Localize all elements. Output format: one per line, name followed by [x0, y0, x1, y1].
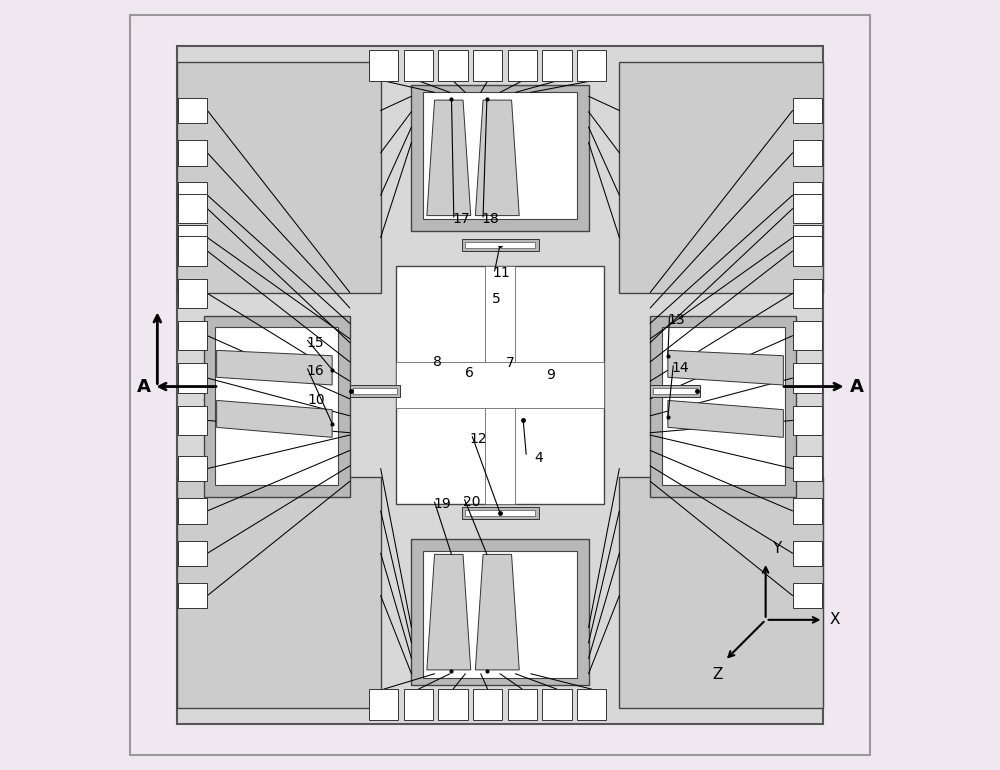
Text: 11: 11	[492, 266, 510, 280]
Polygon shape	[668, 400, 783, 437]
Text: 10: 10	[308, 393, 325, 407]
Bar	[438, 689, 468, 720]
Text: 20: 20	[463, 495, 481, 509]
Text: 4: 4	[535, 451, 543, 465]
Bar	[438, 50, 468, 81]
Bar	[465, 242, 535, 248]
Bar	[396, 266, 604, 504]
Bar	[178, 321, 207, 350]
Bar	[653, 388, 697, 394]
Bar	[793, 98, 822, 123]
Bar	[178, 279, 207, 308]
Bar	[793, 406, 822, 435]
Bar	[178, 406, 207, 435]
Bar	[178, 236, 207, 266]
Polygon shape	[475, 554, 519, 670]
Bar	[177, 46, 823, 724]
Bar	[404, 689, 433, 720]
Bar	[485, 266, 515, 504]
Bar	[793, 236, 822, 266]
Polygon shape	[427, 100, 471, 216]
Bar	[353, 388, 397, 394]
Bar	[369, 689, 398, 720]
Bar	[793, 583, 822, 608]
Bar	[473, 689, 502, 720]
Bar	[177, 477, 381, 708]
Bar	[423, 92, 577, 219]
Text: A: A	[137, 377, 151, 396]
Bar	[650, 316, 796, 497]
Bar	[462, 239, 538, 251]
Bar	[204, 316, 350, 497]
Bar	[793, 321, 822, 350]
Polygon shape	[217, 350, 332, 385]
Bar	[619, 477, 823, 708]
Bar	[396, 362, 604, 408]
Bar	[178, 541, 207, 566]
Bar	[793, 498, 822, 524]
Text: 14: 14	[672, 361, 689, 375]
Polygon shape	[217, 400, 332, 437]
Bar	[793, 541, 822, 566]
Bar	[619, 62, 823, 293]
Bar	[508, 50, 537, 81]
Bar	[508, 689, 537, 720]
Bar	[178, 498, 207, 524]
Bar	[462, 507, 538, 519]
Bar	[662, 327, 785, 485]
Bar	[369, 50, 398, 81]
Bar	[793, 140, 822, 166]
Polygon shape	[668, 350, 783, 385]
Bar	[178, 363, 207, 393]
Bar	[178, 194, 207, 223]
Text: Z: Z	[712, 667, 722, 682]
Bar	[577, 50, 606, 81]
Bar	[542, 689, 572, 720]
Bar	[178, 140, 207, 166]
Text: 19: 19	[433, 497, 451, 511]
Bar	[423, 551, 577, 678]
Polygon shape	[475, 100, 519, 216]
Text: 17: 17	[452, 213, 470, 226]
Bar	[411, 539, 589, 685]
Text: 18: 18	[482, 213, 499, 226]
Bar	[178, 225, 207, 250]
Bar	[793, 363, 822, 393]
Text: 9: 9	[546, 368, 555, 382]
Bar	[178, 456, 207, 481]
Bar	[793, 182, 822, 208]
Bar	[542, 50, 572, 81]
Text: 16: 16	[306, 364, 324, 378]
Text: A: A	[850, 377, 864, 396]
Bar	[177, 62, 381, 293]
Bar	[650, 385, 700, 397]
Bar	[473, 50, 502, 81]
Text: X: X	[830, 612, 840, 628]
Bar	[793, 225, 822, 250]
Text: 7: 7	[506, 357, 515, 370]
Bar	[793, 279, 822, 308]
Bar	[411, 85, 589, 231]
Bar	[469, 243, 531, 246]
Bar	[577, 689, 606, 720]
Bar	[178, 583, 207, 608]
Bar	[793, 194, 822, 223]
Bar	[178, 182, 207, 208]
Bar	[350, 385, 400, 397]
Bar	[404, 50, 433, 81]
Text: 13: 13	[668, 313, 685, 326]
Bar	[465, 510, 535, 516]
Polygon shape	[427, 554, 471, 670]
Text: 6: 6	[465, 367, 474, 380]
Text: 5: 5	[492, 292, 501, 306]
Text: 15: 15	[306, 336, 324, 350]
Text: Y: Y	[772, 541, 781, 556]
Bar	[178, 98, 207, 123]
Bar	[793, 456, 822, 481]
Text: 12: 12	[469, 432, 487, 446]
Text: 8: 8	[433, 355, 442, 369]
Bar	[215, 327, 338, 485]
